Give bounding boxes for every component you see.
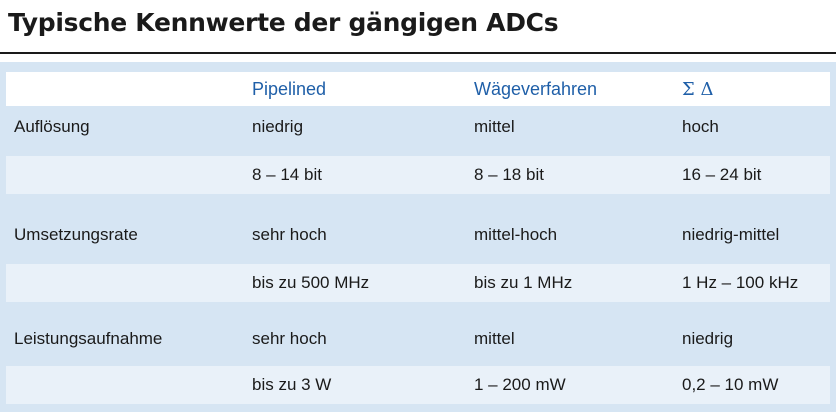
cell-sigma-delta: niedrig [682,329,734,348]
row-label: Auflösung [14,117,90,136]
header-pipelined: Pipelined [252,78,327,99]
table-row: bis zu 500 MHz bis zu 1 MHz 1 Hz – 100 k… [6,264,830,302]
table-row: bis zu 3 W 1 – 200 mW 0,2 – 10 mW [6,366,830,404]
table-header-row: Pipelined Wägeverfahren Σ Δ [6,72,830,106]
cell-waegeverfahren: mittel [474,117,515,136]
cell-waegeverfahren: bis zu 1 MHz [474,273,573,292]
header-waegeverfahren: Wägeverfahren [474,78,598,99]
row-label: Leistungsaufnahme [14,329,163,348]
cell-waegeverfahren: mittel [474,329,515,348]
table-row: Auflösung niedrig mittel hoch [0,108,836,146]
page-title: Typische Kennwerte der gängigen ADCs [8,8,559,37]
header-sigma-delta: Σ Δ [682,78,714,100]
adc-table: Pipelined Wägeverfahren Σ Δ Auflösung ni… [0,62,836,412]
cell-pipelined: niedrig [252,117,304,136]
cell-sigma-delta: 16 – 24 bit [682,165,762,184]
cell-waegeverfahren: mittel-hoch [474,225,558,244]
table-row: 8 – 14 bit 8 – 18 bit 16 – 24 bit [6,156,830,194]
cell-pipelined: sehr hoch [252,329,327,348]
cell-sigma-delta: niedrig-mittel [682,225,780,244]
row-label: Umsetzungsrate [14,225,138,244]
cell-pipelined: 8 – 14 bit [252,165,322,184]
cell-sigma-delta: hoch [682,117,719,136]
cell-waegeverfahren: 8 – 18 bit [474,165,544,184]
cell-sigma-delta: 1 Hz – 100 kHz [682,273,799,292]
cell-pipelined: sehr hoch [252,225,327,244]
cell-pipelined: bis zu 500 MHz [252,273,370,292]
title-rule [0,52,836,54]
cell-waegeverfahren: 1 – 200 mW [474,375,566,394]
table-row: Leistungsaufnahme sehr hoch mittel niedr… [0,320,836,358]
cell-sigma-delta: 0,2 – 10 mW [682,375,779,394]
table-row: Umsetzungsrate sehr hoch mittel-hoch nie… [0,216,836,254]
cell-pipelined: bis zu 3 W [252,375,332,394]
